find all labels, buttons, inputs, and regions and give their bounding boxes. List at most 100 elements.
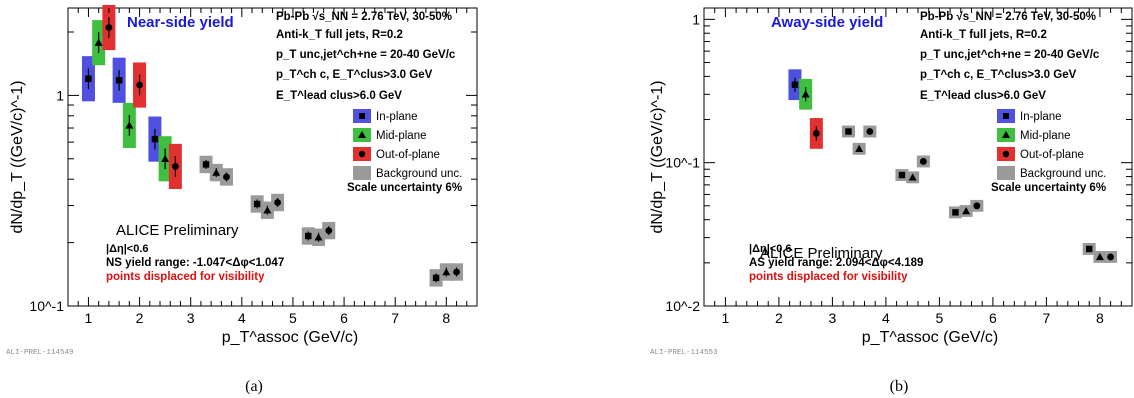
x-axis-title: p_T^assoc (GeV/c) <box>222 329 358 346</box>
data-point <box>151 135 159 143</box>
y-tick-label: 10^-1 <box>29 298 64 314</box>
data-point <box>202 161 210 168</box>
y-tick-label: 1 <box>692 11 700 27</box>
data-point <box>305 232 312 240</box>
alice-preliminary: ALICE Preliminary <box>116 222 239 239</box>
data-point <box>845 128 852 135</box>
x-tick-label: 3 <box>187 310 195 326</box>
x-tick-label: 2 <box>775 310 783 326</box>
y-tick-label: 10^-2 <box>665 298 700 314</box>
legend-label-mid-plane: Mid-plane <box>1020 130 1071 142</box>
data-point <box>801 90 810 98</box>
data-point <box>136 81 143 89</box>
data-point <box>812 130 820 137</box>
info-block: Pb-Pb √s_NN = 2.76 TeV, 30-50% Anti-k_T … <box>920 10 1100 102</box>
yield-range: NS yield range: -1.047<Δφ<1.047 <box>106 257 284 269</box>
y-axis-title: dN/dp_T ((GeV/c)^-1) <box>649 80 666 233</box>
watermark: ALI-PREL-114549 <box>6 349 74 357</box>
data-point <box>866 128 874 135</box>
watermark: ALI-PREL-114553 <box>650 349 718 357</box>
info-line-1: Pb-Pb √s_NN = 2.76 TeV, 30-50% <box>276 10 452 23</box>
near-side-panel: 1 2 3 4 5 6 7 8 10^-1 1 Near-side yield Pb-Pb √s… <box>6 4 478 395</box>
info-line-2: Anti-k_T full jets, R=0.2 <box>920 29 1047 41</box>
legend: In-plane Mid-plane Out-of-plane Backgrou… <box>347 109 462 194</box>
data-point <box>952 209 959 216</box>
legend-swatch-background <box>353 166 371 180</box>
y-tick-label: 10^-1 <box>665 155 700 171</box>
legend-label-in-plane: In-plane <box>376 111 418 123</box>
info-line-3: p_T unc,jet^ch+ne = 20-40 GeV/c <box>920 49 1100 61</box>
data-point <box>314 233 323 241</box>
data-point <box>253 200 261 208</box>
eta-cut: |Δη|<0.6 <box>106 243 149 255</box>
data-point <box>453 268 460 276</box>
data-point <box>1086 245 1093 253</box>
eta-cut: |Δη|<0.6 <box>749 243 792 255</box>
displaced-note: points displaced for visibility <box>106 271 265 283</box>
info-line-5: E_T^lead clus>6.0 GeV <box>276 90 402 102</box>
x-tick-label: 7 <box>1043 310 1051 326</box>
legend-label-mid-plane: Mid-plane <box>376 130 427 142</box>
data-point <box>908 173 917 181</box>
y-axis-title: dN/dp_T ((GeV/c)^-1) <box>9 80 26 233</box>
data-point <box>171 163 179 170</box>
data-point <box>973 202 981 210</box>
x-axis-title: p_T^assoc (GeV/c) <box>862 329 998 346</box>
data-point <box>263 206 272 214</box>
legend-label-in-plane: In-plane <box>1020 111 1062 123</box>
x-tick-label: 4 <box>882 310 890 326</box>
info-line-4: p_T^ch c, E_T^clus>3.0 GeV <box>920 69 1077 81</box>
data-point <box>1107 253 1114 261</box>
x-tick-label: 2 <box>136 310 144 326</box>
data-point <box>105 24 113 31</box>
yield-range: AS yield range: 2.094<Δφ<4.189 <box>749 257 923 269</box>
y-tick-label: 1 <box>56 87 64 103</box>
y-axis-ticks: 10^-1 1 <box>29 31 477 314</box>
y-axis-ticks: 10^-2 10^-1 1 <box>665 11 1132 314</box>
legend-marker-mid-plane <box>1002 131 1010 138</box>
x-axis-ticks: 1 2 3 4 5 6 7 8 <box>77 8 468 326</box>
scale-uncertainty: Scale uncertainty 6% <box>347 182 462 194</box>
x-tick-label: 5 <box>289 310 297 326</box>
data-marks <box>788 69 1118 263</box>
x-axis-ticks: 1 2 3 4 5 6 7 8 <box>714 8 1122 326</box>
data-point <box>212 168 221 176</box>
data-point <box>898 171 906 179</box>
legend-label-background: Background unc. <box>376 168 462 180</box>
panel-label: (b) <box>890 378 909 395</box>
alice-preliminary: ALICE Preliminary <box>760 245 883 262</box>
legend-swatch-background <box>997 166 1015 180</box>
x-tick-label: 6 <box>340 310 348 326</box>
x-tick-label: 5 <box>936 310 944 326</box>
data-point <box>962 207 971 215</box>
legend-marker-in-plane <box>1003 113 1009 119</box>
info-line-1: Pb-Pb √s_NN = 2.76 TeV, 30-50% <box>920 10 1096 23</box>
legend: In-plane Mid-plane Out-of-plane Backgrou… <box>991 109 1106 194</box>
data-point <box>161 154 170 162</box>
x-tick-label: 6 <box>989 310 997 326</box>
displaced-note: points displaced for visibility <box>749 271 908 283</box>
x-tick-label: 8 <box>442 310 450 326</box>
data-point <box>94 38 103 46</box>
scale-uncertainty: Scale uncertainty 6% <box>991 182 1106 194</box>
info-line-5: E_T^lead clus>6.0 GeV <box>920 90 1046 102</box>
away-side-panel: 1 2 3 4 5 6 7 8 10^-2 10^-1 1 Away-side yield Pb-… <box>649 7 1133 395</box>
legend-label-background: Background unc. <box>1020 168 1106 180</box>
x-tick-label: 7 <box>391 310 399 326</box>
data-point <box>1095 252 1104 261</box>
data-point <box>855 144 864 152</box>
legend-marker-out-of-plane <box>1002 150 1010 158</box>
panel-label: (a) <box>245 378 263 395</box>
x-tick-label: 1 <box>722 310 730 326</box>
x-tick-label: 1 <box>85 310 93 326</box>
data-point <box>442 268 451 276</box>
chart-title: Near-side yield <box>127 14 234 31</box>
data-marks <box>81 4 464 287</box>
info-line-2: Anti-k_T full jets, R=0.2 <box>276 29 403 41</box>
info-line-3: p_T unc,jet^ch+ne = 20-40 GeV/c <box>276 49 456 61</box>
data-point <box>223 173 230 181</box>
info-block: Pb-Pb √s_NN = 2.76 TeV, 30-50% Anti-k_T … <box>276 10 456 102</box>
data-point <box>125 121 134 129</box>
legend-marker-mid-plane <box>358 131 366 138</box>
